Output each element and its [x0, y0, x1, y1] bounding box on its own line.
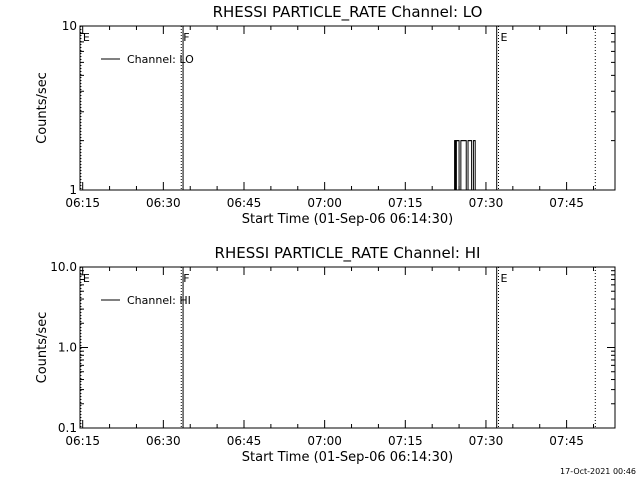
x-tick-label: 06:45	[227, 196, 262, 210]
x-tick-label: 07:45	[549, 196, 584, 210]
y-axis-label: Counts/sec	[35, 72, 50, 144]
marker-label: E	[501, 31, 508, 44]
x-tick-label: 07:15	[388, 196, 423, 210]
x-tick-label: 06:30	[146, 196, 181, 210]
chart-title: RHESSI PARTICLE_RATE Channel: HI	[215, 244, 481, 263]
x-tick-label: 06:15	[65, 196, 100, 210]
legend-entry: Channel: LO	[127, 53, 194, 66]
x-axis-label: Start Time (01-Sep-06 06:14:30)	[242, 450, 453, 465]
x-axis-label: Start Time (01-Sep-06 06:14:30)	[242, 212, 453, 227]
x-tick-label: 07:00	[307, 434, 342, 448]
plot-frame	[79, 266, 616, 429]
legend-entry: Channel: HI	[127, 294, 191, 307]
y-tick-label: 10.0	[50, 260, 77, 274]
x-tick-label: 07:15	[388, 434, 423, 448]
y-tick-label: 1	[69, 183, 77, 197]
hi-channel-plot: RHESSI PARTICLE_RATE Channel: HI 06:15 06:…	[35, 244, 616, 465]
chart-title: RHESSI PARTICLE_RATE Channel: LO	[213, 3, 483, 22]
marker-label: F	[183, 31, 189, 44]
plot-frame	[79, 25, 616, 191]
marker-label: F	[183, 272, 189, 285]
x-tick-label: 07:30	[469, 196, 504, 210]
y-tick-label: 10	[62, 19, 77, 33]
x-tick-label: 07:45	[549, 434, 584, 448]
y-tick-label: 1.0	[58, 341, 77, 355]
marker-label: E	[83, 272, 90, 285]
marker-label: E	[83, 31, 90, 44]
data-series-line	[453, 140, 479, 191]
x-tick-label: 07:30	[469, 434, 504, 448]
y-tick-label: 0.1	[58, 421, 77, 435]
marker-label: E	[501, 272, 508, 285]
y-axis-label: Counts/sec	[35, 312, 50, 384]
x-tick-label: 07:00	[307, 196, 342, 210]
x-tick-label: 06:45	[227, 434, 262, 448]
lo-channel-plot: RHESSI PARTICLE_RATE Channel: LO 06:15 06:…	[35, 3, 616, 227]
x-tick-label: 06:15	[65, 434, 100, 448]
x-tick-label: 06:30	[146, 434, 181, 448]
generation-timestamp: 17-Oct-2021 00:46	[560, 467, 636, 476]
